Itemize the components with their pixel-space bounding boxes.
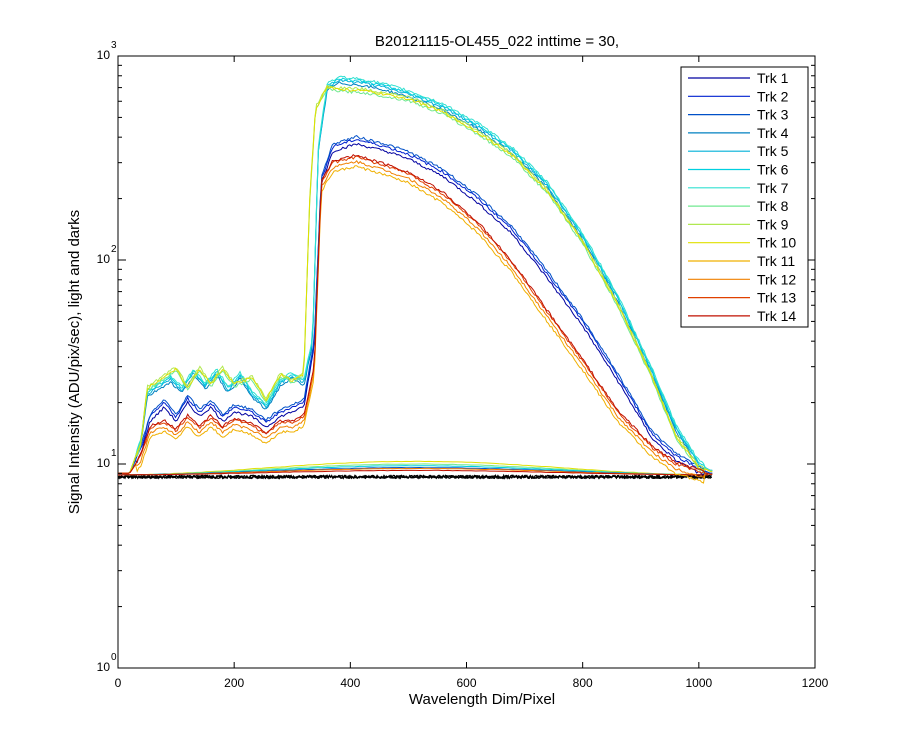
- series-line-trk-1: [118, 142, 713, 475]
- y-tick-exponent: 1: [111, 448, 117, 459]
- series-line-trk-9: [118, 84, 713, 474]
- x-axis: 0 200 400 600 800 1000 1200: [115, 56, 829, 690]
- series-line-trk-3: [118, 135, 713, 474]
- series-line-trk-7: [118, 75, 713, 474]
- legend-label-trk-5: Trk 5: [757, 143, 789, 159]
- series-line-trk-14: [118, 154, 713, 475]
- dark-track-line: [117, 460, 709, 476]
- y-tick-label: 10: [97, 252, 111, 266]
- legend-label-trk-10: Trk 10: [757, 235, 796, 251]
- legend-box: [680, 66, 809, 328]
- y-tick-exponent: 0: [111, 652, 117, 663]
- legend: Trk 1 Trk 2 Trk 3 Trk 4 Trk 5 Trk 6 Trk 7 Trk 8…: [680, 66, 809, 328]
- x-tick-label: 0: [115, 676, 122, 690]
- y-tick-label: 10: [97, 456, 111, 470]
- legend-label-trk-9: Trk 9: [757, 216, 789, 232]
- legend-label-trk-14: Trk 14: [757, 308, 796, 324]
- x-tick-label: 200: [224, 676, 244, 690]
- series-line-trk-12: [118, 160, 713, 478]
- legend-label-trk-4: Trk 4: [757, 125, 789, 141]
- legend-label-trk-12: Trk 12: [757, 271, 796, 287]
- x-axis-label: Wavelength Dim/Pixel: [409, 691, 555, 708]
- y-tick-label: 10: [97, 660, 111, 674]
- legend-label-trk-7: Trk 7: [757, 180, 789, 196]
- series-line-trk-13: [118, 155, 713, 475]
- legend-label-trk-3: Trk 3: [757, 107, 789, 123]
- legend-label-trk-2: Trk 2: [757, 88, 789, 104]
- legend-label-trk-8: Trk 8: [757, 198, 789, 214]
- series-line-trk-6: [118, 77, 713, 474]
- legend-label-trk-1: Trk 1: [757, 70, 789, 86]
- dark-frame-line: [117, 473, 712, 480]
- x-tick-label: 400: [340, 676, 360, 690]
- legend-label-trk-11: Trk 11: [757, 253, 795, 269]
- series-line-trk-8: [118, 87, 713, 475]
- x-tick-label: 600: [456, 676, 476, 690]
- darks-layer: [117, 460, 713, 480]
- series-layer: [118, 75, 713, 484]
- dark-track-line: [117, 463, 709, 476]
- x-tick-label: 800: [573, 676, 593, 690]
- series-line-trk-10: [118, 85, 713, 474]
- legend-label-trk-13: Trk 13: [757, 290, 796, 306]
- chart-title: B20121115-OL455_022 inttime = 30,: [375, 33, 619, 50]
- y-tick-exponent: 2: [111, 244, 117, 255]
- dark-track-line: [117, 469, 709, 476]
- series-line-trk-11: [118, 165, 713, 484]
- y-tick-label: 10: [97, 48, 111, 62]
- series-line-trk-2: [118, 139, 713, 474]
- y-axis-label: Signal Intensity (ADU/pix/sec), light an…: [66, 210, 83, 514]
- legend-label-trk-6: Trk 6: [757, 162, 789, 178]
- x-tick-label: 1200: [802, 676, 829, 690]
- x-tick-label: 1000: [685, 676, 712, 690]
- y-tick-exponent: 3: [111, 40, 117, 51]
